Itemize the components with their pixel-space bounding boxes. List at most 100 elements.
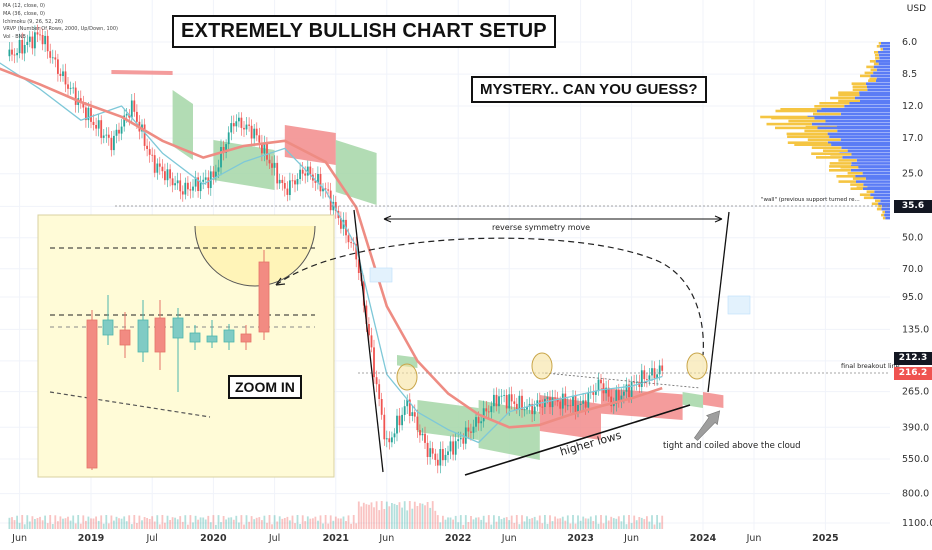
candle-body [373, 347, 375, 378]
volume-bar [123, 516, 126, 529]
legend-item[interactable]: VRVP (Number Of Rows, 2000, Up/Down, 100… [3, 26, 118, 33]
volume-bar [595, 515, 597, 529]
candle-body [597, 379, 600, 391]
candle-body [100, 120, 103, 138]
candle-body [39, 34, 41, 36]
legend-item[interactable]: Vol · BNB [3, 34, 26, 41]
candle-body [385, 438, 388, 440]
candle-body [500, 395, 503, 397]
volume-bar [115, 516, 118, 529]
vrvp-up-bar [860, 99, 890, 103]
highlight-circle [531, 352, 553, 380]
candle-body [408, 399, 411, 416]
candle-body [110, 137, 113, 151]
candle-body [273, 162, 276, 168]
vrvp-up-bar [816, 109, 890, 113]
candle-body [11, 49, 13, 55]
volume-bar [125, 521, 128, 529]
candle-body [51, 57, 54, 59]
volume-bar [393, 503, 396, 529]
legend-item[interactable]: MA (36, close, 0) [3, 10, 46, 17]
legend-item[interactable]: Ichimoku (9, 26, 52, 26) [3, 18, 63, 25]
legend-item[interactable]: MA (12, close, 0) [3, 3, 46, 9]
candle-body [579, 403, 582, 405]
candle-body [197, 177, 199, 191]
volume-bar [444, 519, 447, 529]
candle-body [87, 107, 90, 121]
volume-bar [383, 509, 386, 529]
vrvp-up-bar [851, 153, 890, 156]
vrvp-up-bar [873, 196, 890, 200]
volume-bar [8, 517, 11, 529]
candle-body [431, 448, 434, 454]
vrvp-up-bar [875, 60, 890, 63]
volume-bar [526, 516, 528, 529]
y-tick-label: 550.0 [902, 454, 929, 465]
vrvp-down-bar [840, 166, 859, 169]
volume-bar [64, 518, 67, 529]
volume-bar [329, 515, 332, 529]
candle-body [278, 179, 281, 184]
vrvp-down-bar [829, 162, 852, 165]
candle-body [605, 387, 607, 394]
vrvp-down-bar [811, 146, 842, 149]
volume-bar [589, 516, 592, 529]
x-tick-label: Jun [501, 533, 517, 544]
volume-bar [13, 520, 16, 529]
volume-bar [378, 510, 381, 529]
zoom-trendline [49, 391, 211, 418]
volume-bar [485, 522, 488, 529]
candle-body [133, 100, 136, 112]
vrvp-down-bar [882, 216, 886, 220]
candle-body [592, 391, 595, 395]
candle-body [350, 242, 352, 244]
vrvp-up-bar [879, 45, 890, 48]
volume-bar [46, 523, 49, 529]
mini-info-box [369, 267, 393, 283]
candle-body [648, 375, 651, 380]
volume-bar [286, 516, 289, 529]
volume-bar [559, 518, 562, 529]
candle-body [556, 398, 559, 402]
volume-bar [79, 523, 82, 529]
candle-body [243, 127, 245, 130]
volume-bar [362, 502, 365, 529]
candle-body [569, 405, 572, 407]
volume-bar [309, 518, 312, 529]
volume-bar [584, 518, 587, 529]
volume-bar [166, 515, 169, 529]
candle-body [584, 400, 587, 408]
vrvp-up-bar [881, 204, 890, 208]
candle-body [480, 421, 483, 424]
volume-bar [128, 515, 131, 529]
volume-bar [385, 501, 388, 529]
vrvp-down-bar [876, 45, 880, 48]
vrvp-down-bar [852, 85, 867, 88]
volume-bar [597, 523, 600, 529]
candle-body [640, 370, 643, 387]
y-tick-label: 1100.0 [902, 518, 932, 529]
vrvp-up-bar [849, 102, 890, 105]
candle-body [113, 135, 115, 151]
volume-bar [549, 515, 551, 529]
volume-bar [482, 515, 485, 529]
volume-bar [457, 522, 460, 529]
volume-bar [350, 523, 352, 529]
volume-bar [156, 515, 159, 529]
candle-body [179, 180, 182, 192]
volume-bar [23, 524, 26, 529]
vrvp-up-bar [821, 108, 890, 111]
candle-body [661, 365, 664, 371]
vrvp-down-bar [851, 82, 866, 85]
candle-body [462, 438, 465, 444]
candle-body [324, 188, 327, 190]
candle-body [222, 147, 225, 153]
candle-body [235, 121, 238, 127]
candle-body [67, 84, 69, 89]
vrvp-down-bar [838, 91, 860, 94]
vrvp-down-bar [852, 177, 866, 180]
y-tick-label: 25.0 [902, 169, 923, 180]
candle-body [503, 395, 505, 396]
candle-body [59, 73, 62, 76]
volume-bar [521, 515, 523, 529]
